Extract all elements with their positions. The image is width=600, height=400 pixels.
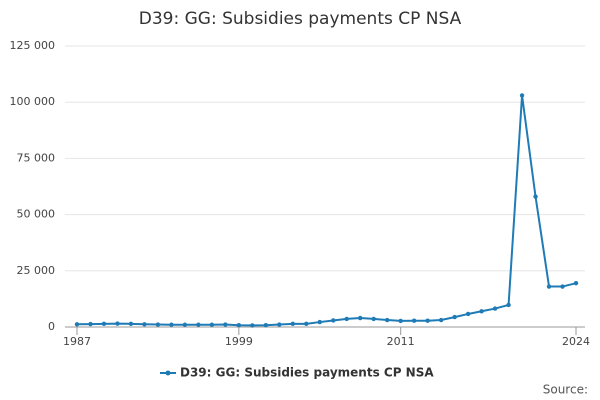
point bbox=[465, 311, 471, 317]
chart-title: D39: GG: Subsidies payments CP NSA bbox=[139, 9, 462, 29]
point bbox=[398, 318, 403, 324]
point bbox=[492, 306, 498, 311]
y-tick-label: 50 000 bbox=[17, 208, 56, 221]
point bbox=[250, 323, 255, 328]
point bbox=[74, 322, 80, 327]
point bbox=[88, 321, 93, 327]
point bbox=[155, 322, 161, 327]
point bbox=[277, 322, 282, 327]
point bbox=[560, 284, 565, 289]
point bbox=[169, 322, 174, 327]
point bbox=[371, 316, 376, 322]
y-tick-label: 100 000 bbox=[10, 95, 56, 108]
point bbox=[452, 314, 457, 320]
y-tick-label: 25 000 bbox=[17, 264, 56, 277]
x-tick-label: 2024 bbox=[562, 335, 590, 348]
point bbox=[573, 280, 579, 286]
point bbox=[506, 302, 511, 308]
point bbox=[263, 323, 269, 328]
point bbox=[438, 317, 444, 323]
point bbox=[196, 322, 201, 327]
point bbox=[533, 194, 538, 199]
point bbox=[384, 317, 390, 323]
point bbox=[142, 322, 147, 327]
legend-marker bbox=[165, 370, 171, 376]
point bbox=[182, 322, 188, 327]
point bbox=[290, 321, 295, 327]
source-label: Source: bbox=[543, 383, 588, 397]
point bbox=[546, 284, 552, 289]
point bbox=[519, 93, 525, 98]
point bbox=[425, 318, 430, 323]
x-tick-label: 2011 bbox=[387, 335, 415, 348]
y-tick-label: 125 000 bbox=[10, 39, 56, 52]
point bbox=[317, 319, 322, 325]
legend-label: D39: GG: Subsidies payments CP NSA bbox=[180, 366, 434, 380]
point bbox=[236, 323, 242, 328]
point bbox=[358, 315, 363, 321]
point bbox=[304, 321, 309, 327]
point bbox=[128, 321, 134, 327]
line bbox=[76, 95, 577, 327]
x-tick-label: 1999 bbox=[225, 335, 253, 348]
point bbox=[223, 322, 228, 327]
point bbox=[479, 309, 484, 314]
y-tick-label: 0 bbox=[48, 320, 55, 333]
point bbox=[331, 318, 336, 323]
point bbox=[344, 316, 349, 322]
x-tick-label: 1987 bbox=[63, 335, 91, 348]
point bbox=[411, 318, 417, 323]
point bbox=[115, 321, 120, 326]
point bbox=[101, 321, 107, 327]
y-tick-label: 75 000 bbox=[17, 151, 56, 164]
point bbox=[209, 322, 215, 327]
